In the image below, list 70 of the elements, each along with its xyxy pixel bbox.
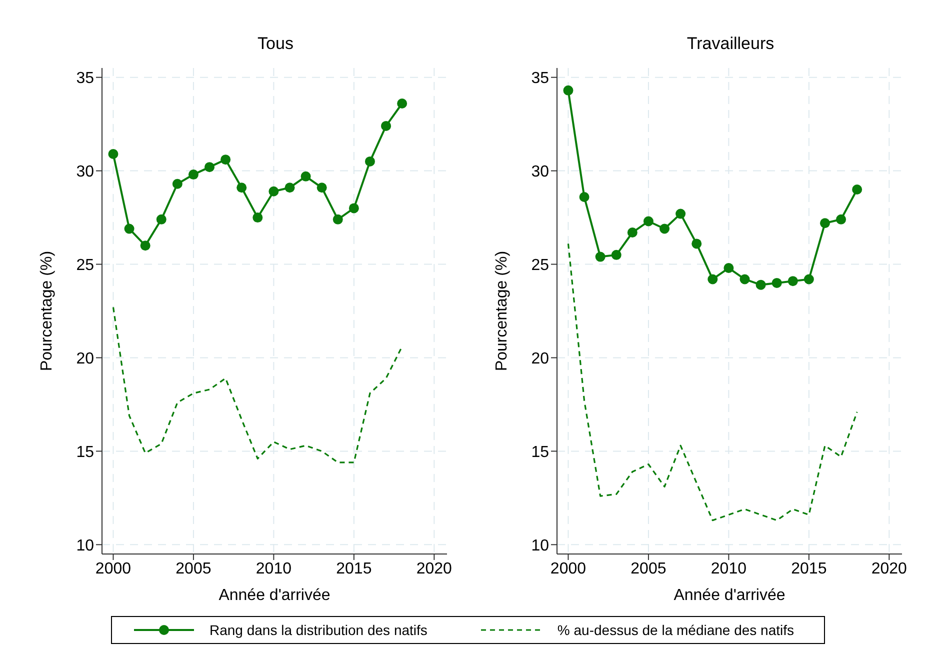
y-tick-label: 15 <box>531 444 550 461</box>
y-tick-label: 30 <box>76 163 94 180</box>
x-tick-label: 2015 <box>336 560 372 578</box>
point <box>236 182 247 193</box>
point <box>740 274 750 284</box>
point <box>804 274 814 284</box>
y-tick-label: 10 <box>531 537 550 554</box>
x-tick-label: 2020 <box>871 560 908 578</box>
point <box>364 156 375 166</box>
point <box>381 120 392 131</box>
point <box>397 98 408 109</box>
y-tick-label: 25 <box>531 256 550 274</box>
point <box>140 240 150 251</box>
point <box>692 238 702 249</box>
point <box>220 154 231 165</box>
y-axis-title: Pourcentage (%) <box>38 250 56 372</box>
point <box>611 250 622 260</box>
y-tick-label: 30 <box>531 163 550 180</box>
point <box>820 218 830 228</box>
x-tick-label: 2010 <box>256 560 292 578</box>
y-tick-label: 10 <box>76 537 94 554</box>
y-tick-label: 20 <box>531 350 550 368</box>
x-tick-label: 2000 <box>550 560 586 578</box>
x-tick-label: 2005 <box>176 560 212 578</box>
x-tick-label: 2015 <box>791 560 827 578</box>
y-axis-title: Pourcentage (%) <box>494 250 511 372</box>
point <box>708 274 718 284</box>
legend-label: Rang dans la distribution des natifs <box>210 622 428 638</box>
point <box>124 224 134 234</box>
point <box>108 148 118 159</box>
x-tick-label: 2000 <box>95 560 132 578</box>
legend-label: % au-dessus de la médiane des natifs <box>557 622 794 638</box>
point <box>772 278 782 288</box>
point <box>172 178 182 189</box>
point <box>284 182 295 193</box>
point <box>579 192 590 202</box>
y-tick-label: 25 <box>76 256 94 274</box>
point <box>156 214 166 224</box>
point <box>268 186 279 196</box>
point <box>316 182 327 193</box>
point <box>332 214 343 224</box>
y-tick-label: 15 <box>76 444 94 461</box>
x-axis-title: Année d'arrivée <box>674 587 786 604</box>
point <box>204 162 215 172</box>
point <box>852 184 862 194</box>
line-series <box>567 242 858 522</box>
x-tick-label: 2020 <box>416 560 452 578</box>
point <box>676 208 686 219</box>
point <box>348 203 359 214</box>
point <box>724 263 734 274</box>
point <box>643 216 654 226</box>
x-axis-title: Année d'arrivée <box>218 587 330 604</box>
y-tick-label: 20 <box>76 350 94 368</box>
point <box>252 212 263 223</box>
point <box>836 214 846 224</box>
point <box>756 280 766 290</box>
point <box>788 276 798 286</box>
y-tick-label: 35 <box>531 70 550 88</box>
y-tick-label: 35 <box>76 70 94 88</box>
x-tick-label: 2010 <box>710 560 747 578</box>
chart-title: Tous <box>256 34 294 55</box>
line-series <box>112 306 403 464</box>
point <box>188 170 198 180</box>
point <box>300 171 311 182</box>
x-tick-label: 2005 <box>630 560 666 578</box>
point <box>627 227 638 238</box>
point <box>660 224 670 234</box>
point <box>595 252 606 262</box>
point <box>563 85 574 96</box>
chart-title: Travailleurs <box>686 34 776 55</box>
